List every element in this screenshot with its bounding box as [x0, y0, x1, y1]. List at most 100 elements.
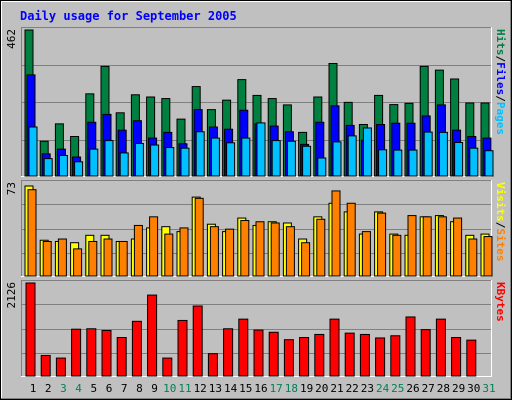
y-axis-max-label: 73 [5, 182, 18, 195]
bar-pages [317, 157, 327, 177]
bar-kbytes [238, 318, 249, 377]
bar-pages [210, 137, 220, 177]
bar-pages [438, 131, 448, 177]
x-tick-label: 20 [315, 382, 328, 395]
x-tick-label: 8 [136, 382, 143, 395]
bar-kbytes [390, 335, 401, 377]
bar-kbytes [101, 330, 112, 377]
y-axis-max-label: 462 [5, 29, 18, 49]
right-legend: Hits/Files/Pages [494, 29, 507, 135]
bar-kbytes [192, 305, 203, 377]
bar-pages [180, 147, 190, 177]
bar-sites [194, 197, 204, 277]
bar-kbytes [359, 333, 370, 377]
x-tick-label: 24 [376, 382, 390, 395]
bar-pages [332, 141, 342, 177]
bar-kbytes [223, 328, 234, 377]
bar-sites [255, 221, 265, 277]
legend-sites: Sites [494, 228, 507, 261]
bar-pages [89, 148, 99, 177]
bar-kbytes [162, 357, 173, 377]
bar-sites [73, 248, 83, 277]
x-tick-label: 27 [422, 382, 435, 395]
x-tick-label: 13 [209, 382, 222, 395]
bar-pages [43, 158, 53, 177]
bar-pages [408, 149, 418, 177]
x-tick-label: 9 [151, 382, 158, 395]
bar-pages [302, 145, 312, 177]
y-axis-max-label: 2126 [5, 282, 18, 309]
bar-sites [240, 220, 250, 277]
chart-title: Daily usage for September 2005 [20, 9, 237, 23]
bar-pages [241, 137, 251, 177]
x-tick-label: 26 [406, 382, 419, 395]
bar-kbytes [25, 282, 36, 377]
bar-sites [225, 228, 235, 277]
bar-pages [104, 140, 114, 177]
bar-sites [57, 238, 67, 277]
bar-kbytes [420, 329, 431, 377]
bar-sites [103, 238, 113, 277]
x-tick-label: 6 [106, 382, 113, 395]
legend-separator: / [494, 95, 507, 102]
bar-pages [58, 154, 68, 177]
bar-kbytes [375, 337, 386, 377]
right-legend: KBytes [494, 282, 507, 322]
bar-kbytes [40, 354, 51, 377]
bar-kbytes [344, 332, 355, 377]
bar-kbytes [314, 333, 325, 377]
x-tick-label: 17 [270, 382, 283, 395]
bar-sites [331, 190, 341, 277]
bar-sites [179, 227, 189, 277]
bar-pages [423, 131, 433, 177]
x-tick-label: 2 [45, 382, 52, 395]
bar-kbytes [268, 331, 279, 377]
bar-sites [270, 222, 280, 277]
bar-sites [285, 226, 295, 277]
bar-pages [165, 147, 175, 177]
x-tick-label: 29 [452, 382, 465, 395]
bar-pages [74, 161, 84, 177]
bar-sites [118, 240, 128, 277]
bar-sites [42, 240, 52, 277]
bar-sites [149, 216, 159, 277]
bar-sites [453, 217, 463, 277]
bar-pages [195, 131, 205, 177]
bar-pages [28, 126, 38, 177]
x-tick-label: 25 [391, 382, 404, 395]
x-tick-label: 15 [239, 382, 252, 395]
bar-sites [27, 189, 37, 277]
x-tick-label: 23 [361, 382, 374, 395]
bar-kbytes [71, 328, 82, 377]
bar-kbytes [299, 337, 310, 377]
bar-sites [316, 218, 326, 277]
legend-separator: / [494, 56, 507, 63]
bar-kbytes [283, 339, 294, 377]
x-tick-label: 30 [467, 382, 480, 395]
legend-kbytes: KBytes [494, 282, 507, 322]
x-tick-label: 21 [330, 382, 343, 395]
x-tick-label: 3 [60, 382, 67, 395]
bar-sites [88, 240, 98, 277]
bar-kbytes [405, 316, 416, 377]
bar-sites [361, 231, 371, 277]
x-tick-label: 10 [163, 382, 176, 395]
bar-pages [256, 122, 266, 177]
x-tick-label: 18 [285, 382, 298, 395]
bar-sites [392, 234, 402, 277]
x-tick-label: 31 [482, 382, 495, 395]
bar-kbytes [466, 339, 477, 377]
x-tick-label: 7 [121, 382, 128, 395]
bar-kbytes [86, 328, 97, 377]
legend-hits: Hits [494, 29, 507, 56]
x-tick-label: 1 [30, 382, 37, 395]
bar-sites [164, 233, 174, 277]
bar-pages [484, 150, 494, 177]
x-tick-label: 22 [346, 382, 359, 395]
bar-sites [133, 224, 143, 277]
x-tick-label: 11 [178, 382, 191, 395]
bar-sites [468, 238, 478, 277]
bar-pages [286, 140, 296, 177]
legend-pages: Pages [494, 102, 507, 135]
